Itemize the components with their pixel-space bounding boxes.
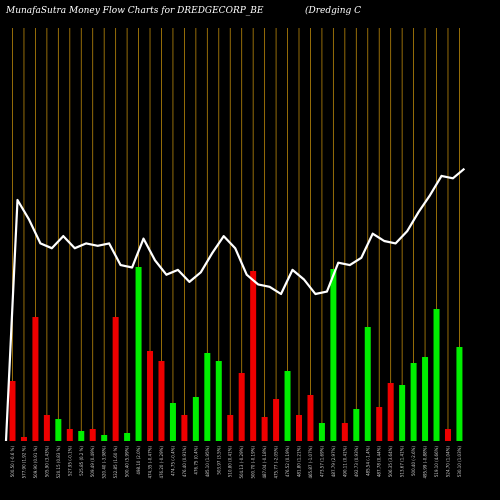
tick-label: 577.90 (1.92 %) [21,446,26,479]
tick-label: 504.13 (-0.29%) [239,446,244,479]
tick-label: 485.54 (-1.4%) [365,446,370,476]
bar-10 [112,317,119,441]
bar-5 [55,419,62,441]
tick-label: 490.11 (0.41%) [342,446,347,478]
tick-label: 524.70 (1.04%) [445,446,450,478]
bar-26 [296,415,302,441]
tick-label: 487.04 (-0.18%) [262,446,267,479]
bar-35 [399,385,406,441]
bar-9 [101,435,108,441]
tick-label: 495.99 (-0.88%) [423,446,428,479]
tick-label: 505.90 (3.43%) [44,446,49,478]
tick-label: 519.10 (4.66%) [434,446,439,478]
bar-7 [78,431,85,441]
tick-label: 487.79 (2.97%) [331,446,336,478]
bar-33 [376,407,383,441]
tick-label: 510.80 (0.41%) [228,446,233,478]
tick-label: 527.95 (-0.1%) [67,446,72,476]
tick-label: 520.15 (0.83 %) [56,446,61,479]
bar-18 [204,353,211,441]
bars [9,267,463,441]
tick-label: 500.50 (-0.6 %) [10,446,15,478]
bar-31 [353,409,360,441]
bar-17 [192,397,199,441]
bar-8 [89,429,96,441]
tick-label: 487.78 (0.44%) [377,446,382,478]
tick-label: 475.77 (-2.05%) [274,446,279,479]
bar-11 [124,433,131,441]
bar-19 [215,361,222,441]
bar-34 [387,383,394,441]
bar-39 [444,429,451,441]
tick-label: 474.75 (-0.4%) [170,446,175,476]
bar-4 [43,415,50,441]
bar-28 [318,423,325,441]
tick-label: 530.10 (1.03%) [457,446,462,478]
tick-label: 506.35 (3.64%) [388,446,393,478]
tick-label: 476.75 (0.4%) [193,446,198,475]
tick-labels: 500.50 (-0.6 %) 577.90 (1.92 %) 509.90 (0.… [10,446,462,479]
company-name: (Dredging C [305,6,362,16]
tick-label: 476.52 (0.19%) [285,446,290,478]
tick-label: 532.85 (1.60 %) [113,446,118,479]
bar-14 [158,361,165,441]
tick-label: 485.10 (1.95%) [205,446,210,478]
tick-label: 476.40 (0.91%) [182,446,187,478]
gridlines [12,28,460,441]
price-line [4,167,466,442]
tick-label: 492.73 (0.93%) [354,446,359,478]
bar-36 [410,363,417,441]
bar-22 [250,271,257,441]
tick-label: 513.67 (1.41%) [400,446,405,478]
tick-label: 465.87 (-1.07%) [308,446,313,479]
bar-37 [422,357,429,441]
bar-32 [364,327,371,441]
bar-24 [273,399,280,441]
tick-label: 498.10 (2.0%) [136,446,141,475]
bar-38 [433,309,440,441]
tick-label: 520.40 (-3.98%) [102,446,107,479]
bar-16 [181,415,188,441]
bar-21 [238,373,245,441]
tick-label: 476.20 (-0.29%) [159,446,164,479]
tick-label: 503.97 (3.5%) [216,446,221,475]
bar-25 [284,371,291,441]
bar-15 [169,403,176,441]
tick-label: 474.35 (-0.47%) [148,446,153,479]
bar-30 [341,423,348,441]
bar-27 [307,395,314,441]
bar-13 [147,351,154,441]
tick-label: 481.80 (1.21%) [297,446,302,478]
bar-20 [227,415,234,441]
tick-label: 473.57 (1.69%) [319,446,324,478]
bar-12 [135,267,142,441]
tick-label: 500.40 (5.99%) [125,446,130,478]
tick-label: 500.40 (-2.6%) [411,446,416,476]
bar-6 [66,429,73,441]
bar-23 [261,417,268,441]
chart-title: MunafaSutra Money Flow Charts for DREDGE… [6,6,264,16]
bar-40 [456,347,463,441]
bar-1 [9,381,16,441]
tick-label: 509.49 (0.49%) [90,446,95,478]
bar-2 [20,437,27,441]
tick-label: 500.70 (-0.19%) [251,446,256,479]
tick-label: 525.85 (0.2 %) [79,446,84,476]
tick-label: 509.90 (0.91 %) [33,446,38,479]
bar-29 [330,269,337,441]
bar-3 [32,317,39,441]
